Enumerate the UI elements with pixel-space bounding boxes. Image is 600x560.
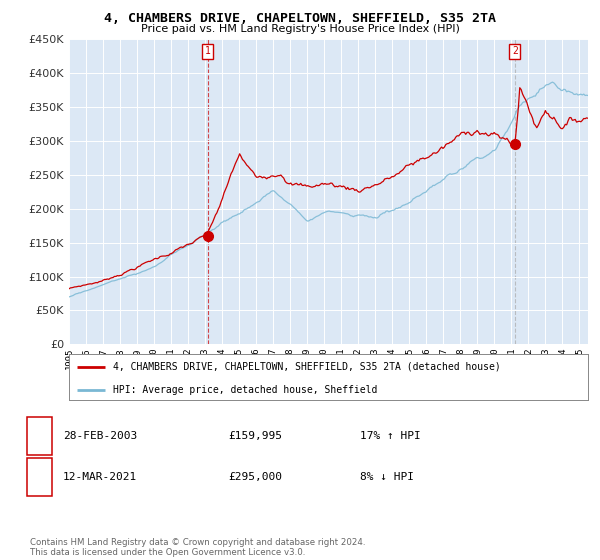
Text: Contains HM Land Registry data © Crown copyright and database right 2024.
This d: Contains HM Land Registry data © Crown c…	[30, 538, 365, 557]
Text: 28-FEB-2003: 28-FEB-2003	[63, 431, 137, 441]
Text: HPI: Average price, detached house, Sheffield: HPI: Average price, detached house, Shef…	[113, 385, 377, 395]
Text: 2: 2	[512, 46, 518, 57]
Text: £159,995: £159,995	[228, 431, 282, 441]
Text: 8% ↓ HPI: 8% ↓ HPI	[360, 472, 414, 482]
Text: 1: 1	[205, 46, 211, 57]
Text: Price paid vs. HM Land Registry's House Price Index (HPI): Price paid vs. HM Land Registry's House …	[140, 24, 460, 34]
Text: 17% ↑ HPI: 17% ↑ HPI	[360, 431, 421, 441]
Text: 2: 2	[36, 472, 43, 482]
Text: 4, CHAMBERS DRIVE, CHAPELTOWN, SHEFFIELD, S35 2TA (detached house): 4, CHAMBERS DRIVE, CHAPELTOWN, SHEFFIELD…	[113, 362, 501, 372]
Text: £295,000: £295,000	[228, 472, 282, 482]
Text: 1: 1	[36, 431, 43, 441]
Text: 12-MAR-2021: 12-MAR-2021	[63, 472, 137, 482]
Text: 4, CHAMBERS DRIVE, CHAPELTOWN, SHEFFIELD, S35 2TA: 4, CHAMBERS DRIVE, CHAPELTOWN, SHEFFIELD…	[104, 12, 496, 25]
